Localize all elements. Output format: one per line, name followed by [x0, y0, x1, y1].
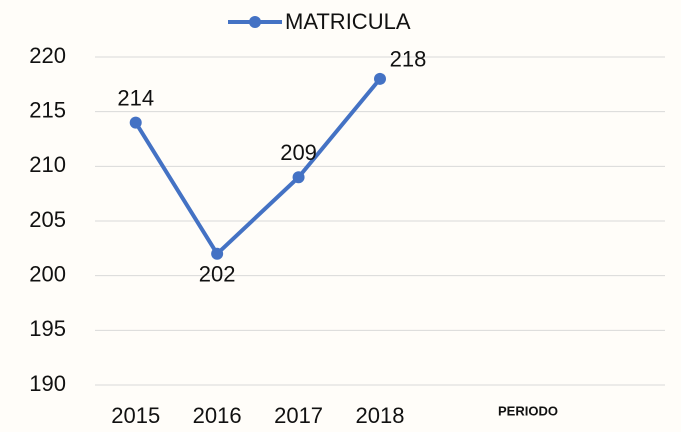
- y-tick-label: 195: [29, 316, 66, 341]
- y-tick-label: 200: [29, 261, 66, 286]
- point: [211, 247, 224, 260]
- data-label: 209: [280, 140, 317, 165]
- point: [129, 116, 142, 129]
- y-tick-label: 190: [29, 371, 66, 396]
- y-tick-label: 215: [29, 97, 66, 122]
- x-tick-label: 2015: [111, 403, 160, 428]
- series-line: [134, 77, 382, 256]
- y-tick-label: 210: [29, 152, 66, 177]
- data-label: 214: [117, 85, 154, 110]
- y-tick-label: 220: [29, 43, 66, 68]
- data-label: 202: [199, 262, 236, 287]
- y-tick-label: 205: [29, 207, 66, 232]
- data-label: 218: [390, 47, 427, 72]
- point: [374, 72, 386, 85]
- x-axis-label: PERIODO: [498, 403, 558, 418]
- legend-marker: [249, 16, 261, 28]
- x-tick-label: 2018: [356, 403, 405, 428]
- legend-label: MATRICULA: [285, 9, 411, 34]
- point: [292, 171, 305, 184]
- x-tick-label: 2017: [274, 403, 323, 428]
- x-tick-label: 2016: [193, 403, 242, 428]
